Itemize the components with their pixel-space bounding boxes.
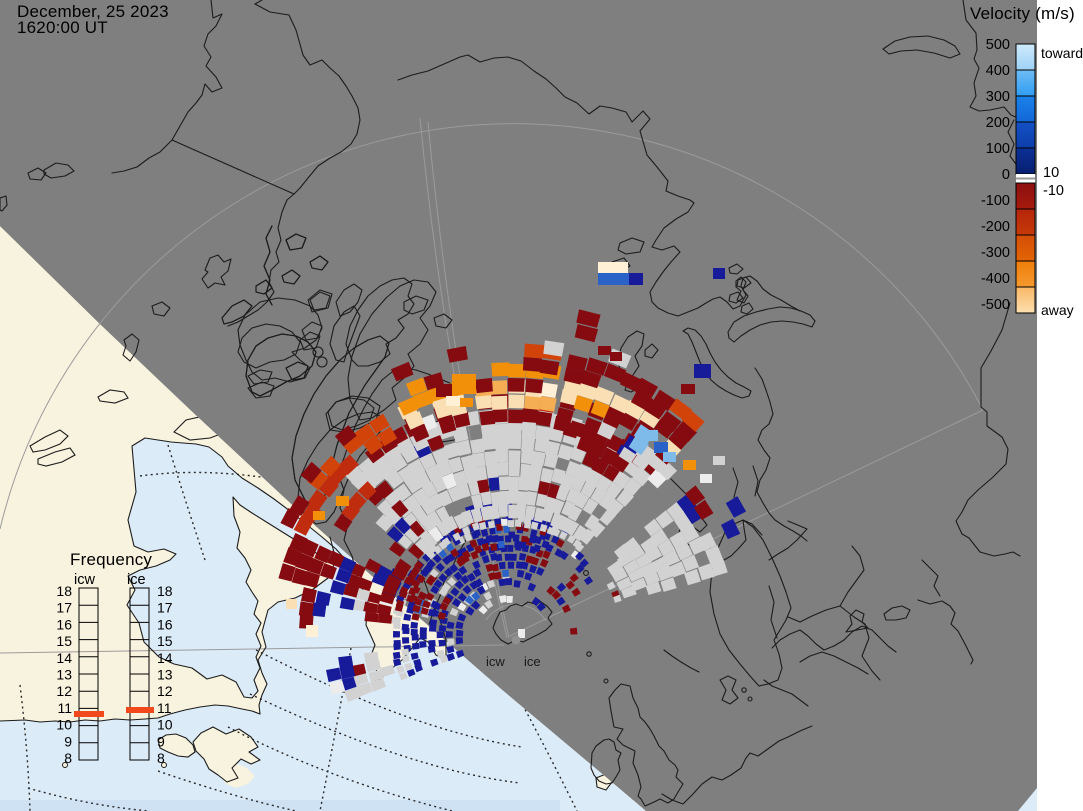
svg-text:18: 18 (56, 583, 72, 599)
svg-text:-100: -100 (981, 193, 1010, 209)
svg-text:9: 9 (64, 733, 72, 749)
svg-text:10: 10 (56, 717, 72, 733)
svg-text:9: 9 (157, 733, 165, 749)
svg-text:13: 13 (56, 667, 72, 683)
svg-text:500: 500 (986, 37, 1010, 53)
svg-text:icw: icw (486, 654, 505, 669)
svg-text:13: 13 (157, 667, 173, 683)
svg-text:1620:00 UT: 1620:00 UT (17, 18, 108, 37)
svg-text:8: 8 (64, 750, 72, 766)
svg-text:-10: -10 (1043, 183, 1064, 199)
svg-text:11: 11 (157, 700, 172, 716)
svg-text:Velocity (m/s): Velocity (m/s) (970, 4, 1075, 23)
svg-text:10: 10 (1043, 165, 1059, 181)
svg-text:icw: icw (74, 572, 95, 588)
svg-text:15: 15 (56, 633, 72, 649)
svg-text:100: 100 (986, 141, 1010, 157)
svg-text:14: 14 (157, 650, 173, 666)
svg-text:18: 18 (157, 583, 173, 599)
svg-text:-200: -200 (981, 219, 1010, 235)
svg-text:11: 11 (57, 700, 72, 716)
svg-text:toward: toward (1041, 45, 1083, 61)
svg-text:ice: ice (524, 654, 541, 669)
svg-text:17: 17 (157, 600, 173, 616)
svg-text:16: 16 (157, 616, 173, 632)
svg-text:200: 200 (986, 115, 1010, 131)
svg-text:away: away (1041, 302, 1074, 318)
svg-text:-500: -500 (981, 297, 1010, 313)
svg-text:400: 400 (986, 63, 1010, 79)
svg-text:Frequency: Frequency (70, 550, 152, 569)
svg-text:12: 12 (56, 683, 72, 699)
svg-text:300: 300 (986, 89, 1010, 105)
svg-text:December, 25 2023: December, 25 2023 (17, 2, 169, 21)
svg-text:14: 14 (56, 650, 72, 666)
svg-text:16: 16 (56, 616, 72, 632)
svg-text:ice: ice (127, 572, 146, 588)
svg-text:8: 8 (157, 750, 165, 766)
svg-text:12: 12 (157, 683, 173, 699)
svg-text:-400: -400 (981, 271, 1010, 287)
svg-text:17: 17 (56, 600, 72, 616)
svg-text:-300: -300 (981, 245, 1010, 261)
svg-text:0: 0 (1002, 167, 1010, 183)
svg-text:15: 15 (157, 633, 173, 649)
svg-text:10: 10 (157, 717, 173, 733)
